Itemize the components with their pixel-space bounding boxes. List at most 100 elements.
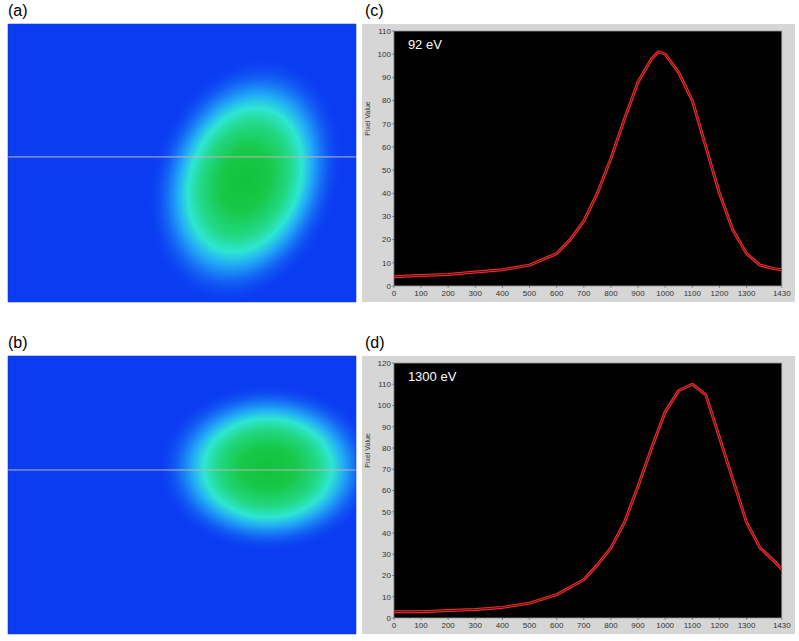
energy-annotation: 1300 eV: [408, 369, 457, 384]
profile-line: [394, 52, 782, 277]
cut-line: [8, 469, 356, 470]
y-tick: [392, 123, 394, 124]
panel-label: (d): [365, 334, 385, 351]
x-tick: [475, 618, 476, 620]
x-tick: [746, 618, 747, 620]
x-tick: [665, 286, 666, 288]
panel-label: (a): [8, 2, 28, 19]
y-tick-label: 60: [382, 143, 391, 152]
y-tick-label: 50: [382, 166, 391, 175]
y-tick-label: 80: [382, 444, 391, 453]
x-tick-label: 1100: [684, 289, 702, 298]
plot-area: [394, 363, 782, 618]
x-tick-label: 1430: [773, 289, 791, 298]
y-tick: [392, 54, 394, 55]
y-tick: [392, 77, 394, 78]
x-tick: [746, 286, 747, 288]
y-tick-label: 10: [382, 593, 391, 602]
x-tick-label: 0: [392, 289, 397, 298]
plot-frame: [394, 363, 782, 618]
y-tick-label: 100: [378, 50, 392, 59]
y-tick: [392, 405, 394, 406]
data-group: [394, 384, 782, 611]
x-tick: [421, 286, 422, 288]
y-tick-label: 120: [378, 359, 392, 368]
x-tick-label: 1100: [684, 621, 702, 630]
x-tick-label: 1000: [656, 289, 674, 298]
plot-panel: (d)0102030405060708090100110120010020030…: [362, 334, 795, 634]
y-tick: [392, 426, 394, 427]
profile-trace: [394, 52, 782, 277]
x-tick: [529, 618, 530, 620]
x-tick: [393, 618, 394, 620]
y-tick-label: 30: [382, 550, 391, 559]
y-tick-label: 110: [378, 27, 391, 36]
x-tick-label: 1430: [773, 621, 791, 630]
image-content: [8, 28, 356, 302]
y-tick: [392, 193, 394, 194]
image-panel: (b): [8, 334, 379, 634]
y-tick-label: 80: [382, 96, 391, 105]
x-tick-label: 600: [550, 289, 564, 298]
y-tick: [392, 511, 394, 512]
y-tick: [392, 575, 394, 576]
x-tick: [781, 618, 782, 620]
x-tick-label: 900: [631, 289, 645, 298]
x-tick-label: 400: [496, 621, 510, 630]
image-content: [8, 383, 356, 553]
x-tick: [665, 618, 666, 620]
x-tick: [502, 618, 503, 620]
plot-panel: (c)0102030405060708090100110010020030040…: [362, 2, 795, 302]
x-tick-label: 1300: [738, 621, 756, 630]
x-tick: [638, 618, 639, 620]
y-tick-label: 60: [382, 486, 391, 495]
x-tick-label: 800: [604, 289, 618, 298]
y-tick: [392, 448, 394, 449]
x-tick: [583, 618, 584, 620]
data-group: [394, 52, 782, 277]
image-frame: [8, 24, 356, 302]
y-tick-label: 40: [382, 529, 391, 538]
x-tick-label: 100: [414, 621, 428, 630]
plot-frame: [394, 31, 782, 286]
y-tick: [392, 170, 394, 171]
y-axis-label: Pixel Value: [364, 101, 371, 136]
x-tick-label: 700: [577, 289, 591, 298]
x-tick-label: 200: [441, 621, 455, 630]
x-tick: [583, 286, 584, 288]
y-tick-label: 90: [382, 73, 391, 82]
x-tick: [502, 286, 503, 288]
y-tick-label: 70: [382, 120, 391, 129]
plot-area: [394, 31, 782, 286]
energy-annotation: 92 eV: [408, 37, 442, 52]
x-tick-label: 1200: [711, 289, 729, 298]
x-tick: [393, 286, 394, 288]
x-tick-label: 200: [441, 289, 455, 298]
x-tick: [638, 286, 639, 288]
y-tick: [392, 469, 394, 470]
x-tick-label: 500: [523, 621, 537, 630]
y-tick-label: 20: [382, 571, 391, 580]
beam-spot: [157, 383, 356, 553]
y-tick-label: 40: [382, 189, 391, 198]
x-tick: [556, 286, 557, 288]
panel-label: (c): [365, 2, 384, 19]
y-tick: [392, 100, 394, 101]
x-tick-label: 300: [469, 621, 483, 630]
x-tick-label: 700: [577, 621, 591, 630]
profile-line: [394, 384, 782, 611]
x-tick: [448, 286, 449, 288]
panel-background: [362, 356, 795, 634]
y-tick: [392, 596, 394, 597]
x-tick-label: 1000: [656, 621, 674, 630]
x-tick-label: 600: [550, 621, 564, 630]
profile-trace: [394, 384, 782, 611]
x-tick: [556, 618, 557, 620]
x-tick-label: 1200: [711, 621, 729, 630]
x-tick: [692, 618, 693, 620]
y-tick-label: 90: [382, 423, 391, 432]
x-tick-label: 800: [604, 621, 618, 630]
x-tick: [610, 618, 611, 620]
panel-background: [362, 24, 795, 302]
x-tick-label: 500: [523, 289, 537, 298]
